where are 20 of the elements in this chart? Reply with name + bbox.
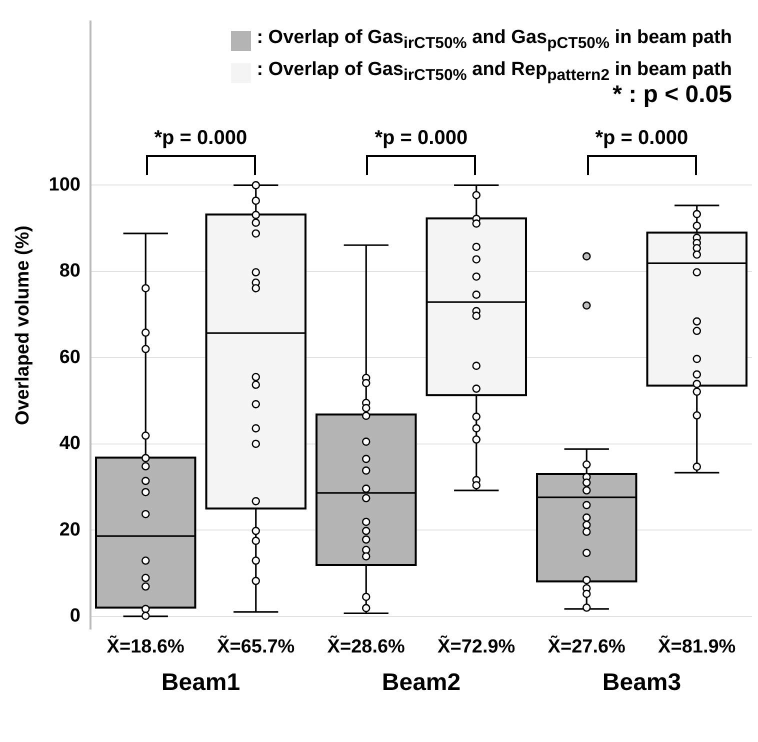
- y-tick-label: 40: [59, 433, 80, 454]
- y-tick-label: 20: [59, 519, 80, 540]
- y-tick-label: 60: [59, 346, 80, 368]
- text: X̃=72.9%: [438, 634, 516, 658]
- legend-label: : Overlap of Gas$_{irCT50%}$ and Gas$_{pCT50%}$ in beam path: [256, 26, 732, 54]
- x-tick-label: Beam1: [161, 669, 240, 696]
- text: X̃=65.7%: [217, 634, 295, 658]
- annotation: *p = 0.000: [374, 127, 468, 150]
- text: X̃=27.6%: [548, 634, 626, 658]
- text: X̃=81.9%: [658, 634, 736, 658]
- annotation: *p = 0.000: [154, 127, 248, 150]
- x-tick-label: Beam2: [382, 669, 461, 696]
- y-tick-label: 0: [70, 606, 80, 626]
- text: X̃=18.6%: [106, 634, 185, 658]
- y-tick-label: 80: [59, 260, 80, 282]
- text: X̃=28.6%: [327, 634, 406, 658]
- x-tick-label: Beam3: [602, 669, 682, 696]
- y-axis-title: Overlaped volume (%): [12, 226, 34, 426]
- annotation: *p = 0.000: [595, 127, 688, 150]
- y-tick-label: 100: [48, 174, 80, 196]
